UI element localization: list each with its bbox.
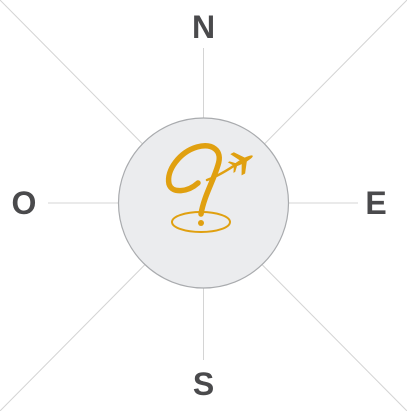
north-label: N: [192, 9, 215, 45]
south-label: S: [193, 366, 214, 402]
west-label: O: [12, 185, 37, 221]
east-label: E: [365, 185, 386, 221]
question-mark-airplane-pin-icon: [165, 143, 253, 233]
